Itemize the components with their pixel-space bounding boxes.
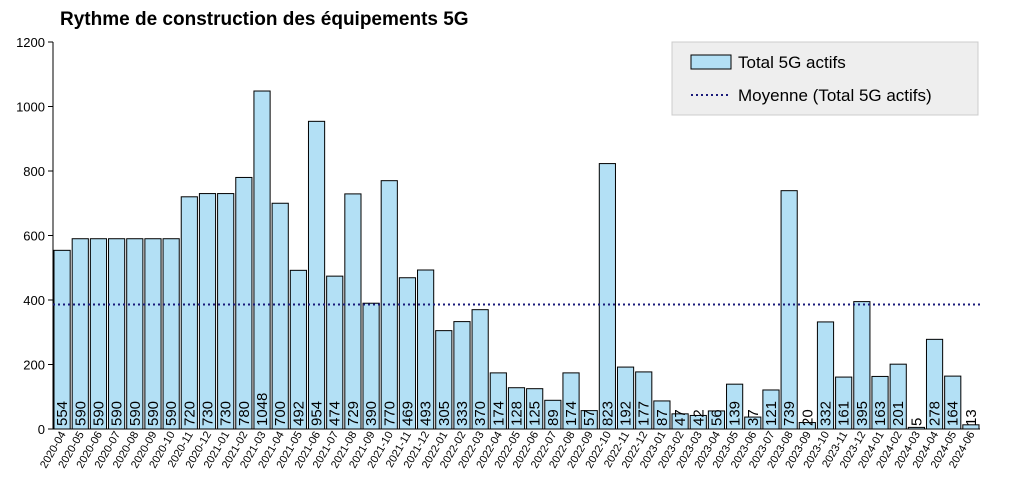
bar-value-label: 174: [563, 401, 580, 426]
bar-value-label: 174: [490, 401, 507, 426]
bar-value-label: 305: [436, 401, 453, 426]
bar-value-label: 730: [218, 401, 235, 426]
bar-value-label: 177: [636, 401, 653, 426]
bar-value-label: 161: [836, 401, 853, 426]
bar-value-label: 590: [109, 401, 126, 426]
y-tick-label: 200: [23, 358, 45, 373]
bar-value-label: 590: [72, 401, 89, 426]
bar-value-label: 474: [327, 401, 344, 426]
bar: [89, 238, 108, 430]
y-tick-label: 600: [23, 229, 45, 244]
bar-value-label: 278: [927, 401, 944, 426]
bar: [180, 196, 198, 430]
legend-swatch-bar: [690, 54, 732, 70]
bar-value-label: 954: [309, 401, 326, 426]
bar: [780, 190, 798, 430]
bar-value-label: 729: [345, 401, 362, 426]
bar-value-label: 590: [163, 401, 180, 426]
legend-box: [671, 41, 979, 116]
bar: [126, 238, 144, 430]
bar-value-label: 139: [727, 401, 744, 426]
bar-value-label: 37: [745, 409, 762, 426]
bar: [598, 163, 616, 430]
y-tick-label: 1200: [16, 35, 45, 50]
bar-value-label: 554: [54, 401, 71, 426]
bar-value-label: 125: [527, 401, 544, 426]
bar-value-label: 128: [509, 401, 526, 426]
bar-value-label: 164: [945, 401, 962, 426]
bar: [271, 202, 289, 430]
x-axis: 2020-042020-052020-062020-072020-082020-…: [38, 428, 980, 470]
y-tick-label: 800: [23, 164, 45, 179]
bar: [253, 90, 271, 430]
bar-value-label: 590: [90, 401, 107, 426]
bar: [71, 238, 89, 430]
bar-value-label: 469: [399, 401, 416, 426]
legend-label-mean: Moyenne (Total 5G actifs): [738, 86, 932, 105]
bar-value-label: 89: [545, 409, 562, 426]
bar: [307, 120, 326, 430]
bar-value-label: 5: [908, 418, 925, 426]
bar-value-label: 1048: [254, 393, 271, 426]
y-tick-label: 0: [38, 422, 45, 437]
y-axis: 0 200 400 600 800 1000 1200: [16, 35, 54, 437]
bar-value-label: 56: [708, 409, 725, 426]
bar: [235, 176, 253, 430]
bar-value-label: 47: [672, 409, 689, 426]
bars: [53, 90, 980, 430]
bar-value-label: 42: [690, 409, 707, 426]
bar-value-label: 770: [381, 401, 398, 426]
bar-value-label: 492: [290, 401, 307, 426]
bar: [344, 193, 362, 430]
bar-value-label: 700: [272, 401, 289, 426]
legend-label-bar: Total 5G actifs: [738, 53, 846, 72]
legend: Total 5G actifs Moyenne (Total 5G actifs…: [671, 41, 979, 116]
chart-title: Rythme de construction des équipements 5…: [60, 9, 469, 30]
bar-value-label: 590: [145, 401, 162, 426]
bar-value-label: 590: [127, 401, 144, 426]
bar-value-label: 739: [781, 401, 798, 426]
bar-value-label: 201: [890, 401, 907, 426]
bar: [144, 238, 162, 430]
bar: [217, 193, 235, 430]
bar-value-label: 780: [236, 401, 253, 426]
bar-value-label: 390: [363, 401, 380, 426]
bar-value-label: 20: [799, 409, 816, 426]
bar-value-label: 192: [618, 401, 635, 426]
bar-value-label: 332: [818, 401, 835, 426]
bar-labels: 554 590 590 590 590 590 590 720 730 730 780 1048 700…: [54, 393, 980, 426]
y-tick-label: 1000: [16, 100, 45, 115]
bar-value-label: 121: [763, 401, 780, 426]
bar: [162, 238, 180, 430]
bar-value-label: 163: [872, 401, 889, 426]
bar-value-label: 87: [654, 409, 671, 426]
bar: [198, 193, 217, 430]
bar-value-label: 395: [854, 401, 871, 426]
y-tick-label: 400: [23, 293, 45, 308]
bar-value-label: 57: [581, 409, 598, 426]
bar: [108, 238, 126, 430]
bar-value-label: 333: [454, 401, 471, 426]
bar-value-label: 13: [963, 409, 980, 426]
bar-value-label: 370: [472, 401, 489, 426]
bar-value-label: 730: [200, 401, 217, 426]
bar-value-label: 720: [181, 401, 198, 426]
bar-value-label: 823: [599, 401, 616, 426]
bar-value-label: 493: [418, 401, 435, 426]
